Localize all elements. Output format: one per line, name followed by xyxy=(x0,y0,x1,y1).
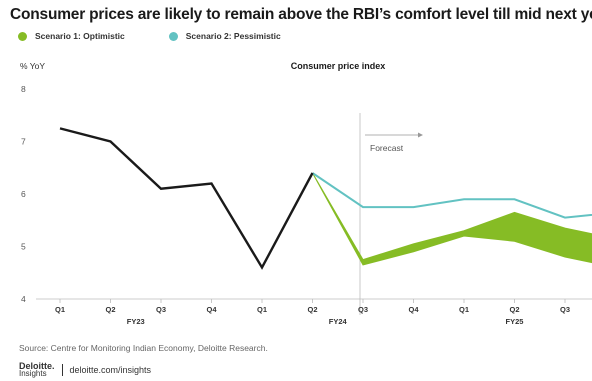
x-tick-label: Q2 xyxy=(307,305,317,314)
x-tick-label: Q3 xyxy=(358,305,368,314)
footer: Deloitte. Insights deloitte.com/insights xyxy=(19,362,151,378)
footer-separator xyxy=(61,364,63,376)
series-optimistic-band xyxy=(312,172,592,266)
legend-swatch-pessimistic xyxy=(168,31,178,41)
legend-swatch-optimistic xyxy=(18,31,27,41)
x-tick-label: Q1 xyxy=(55,305,65,314)
forecast-label: Forecast xyxy=(370,143,404,153)
series-actual-line xyxy=(59,127,314,270)
footer-link[interactable]: deloitte.com/insights xyxy=(69,365,152,375)
y-tick-label: 6 xyxy=(21,189,26,199)
legend-label-optimistic: Scenario 1: Optimistic xyxy=(35,31,125,41)
chart-title-headline: Consumer prices are likely to remain abo… xyxy=(10,6,592,23)
legend-label-pessimistic: Scenario 2: Pessimistic xyxy=(185,31,281,41)
forecast-arrowhead xyxy=(418,132,423,138)
fiscal-year-label: FY25 xyxy=(506,317,524,326)
deloitte-logo: Deloitte. Insights xyxy=(19,362,55,378)
y-tick-label: 7 xyxy=(21,137,26,147)
y-tick-label: 8 xyxy=(21,84,26,94)
chart-subtitle: Consumer price index xyxy=(291,61,386,71)
x-tick-label: Q3 xyxy=(156,305,166,314)
x-tick-label: Q2 xyxy=(509,305,519,314)
x-tick-label: Q1 xyxy=(459,305,469,314)
x-tick-label: Q4 xyxy=(206,305,217,314)
y-axis-label: % YoY xyxy=(20,61,45,71)
x-tick-label: Q4 xyxy=(408,305,419,314)
source-note: Source: Centre for Monitoring Indian Eco… xyxy=(19,343,268,353)
fiscal-year-label: FY23 xyxy=(127,317,145,326)
x-tick-label: Q1 xyxy=(257,305,267,314)
x-tick-label: Q2 xyxy=(105,305,115,314)
legend-item-optimistic: Scenario 1: Optimistic xyxy=(18,31,125,41)
legend-item-pessimistic: Scenario 2: Pessimistic xyxy=(168,31,281,41)
x-tick-label: Q3 xyxy=(560,305,570,314)
y-tick-label: 5 xyxy=(21,242,26,252)
series-pessimistic-line xyxy=(311,172,592,219)
brand-sub: Insights xyxy=(19,369,47,378)
y-tick-label: 4 xyxy=(21,294,26,304)
brand-name: Deloitte. xyxy=(19,361,55,371)
legend: Scenario 1: Optimistic Scenario 2: Pessi… xyxy=(18,31,281,41)
fiscal-year-label: FY24 xyxy=(329,317,348,326)
